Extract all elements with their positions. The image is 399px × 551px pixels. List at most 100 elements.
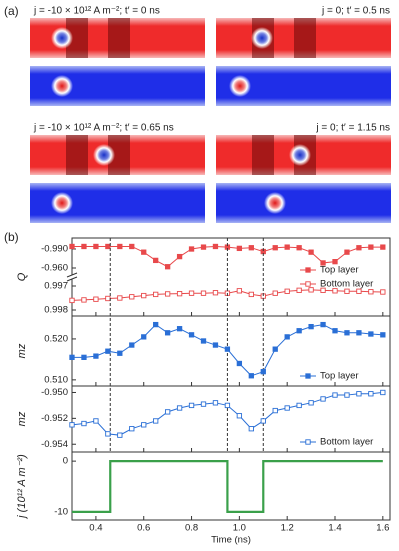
snapshot-label: j = 0; t′ = 0.5 ns xyxy=(321,6,390,17)
marker xyxy=(129,426,135,432)
marker xyxy=(69,422,75,428)
marker xyxy=(332,259,338,265)
marker xyxy=(332,288,338,294)
marker xyxy=(81,354,87,360)
y-tick-label: 0 xyxy=(63,456,68,467)
marker xyxy=(308,323,314,330)
marker xyxy=(212,400,219,406)
marker xyxy=(344,330,350,336)
marker xyxy=(164,330,171,336)
y-tick-label: 0.520 xyxy=(44,333,68,344)
marker xyxy=(236,360,243,367)
marker xyxy=(284,244,290,250)
marker xyxy=(141,249,147,255)
marker xyxy=(200,244,207,250)
marker xyxy=(260,369,266,375)
marker xyxy=(69,243,75,250)
marker xyxy=(69,354,75,360)
marker xyxy=(81,297,87,303)
x-tick-label: 0.8 xyxy=(185,523,198,534)
marker xyxy=(356,245,362,251)
y-tick-label: -0.960 xyxy=(41,263,68,274)
x-tick-label: 1.4 xyxy=(328,523,341,534)
marker xyxy=(200,338,207,344)
marker xyxy=(69,297,75,304)
marker xyxy=(153,321,159,328)
y-tick-label: 0.998 xyxy=(44,305,68,316)
marker xyxy=(105,348,111,354)
marker xyxy=(236,413,243,419)
legend-label: Bottom layer xyxy=(320,279,373,290)
marker xyxy=(188,332,195,338)
marker xyxy=(129,342,135,348)
x-tick-label: 0.6 xyxy=(137,523,150,534)
marker xyxy=(93,353,99,359)
y-tick-label: 0.510 xyxy=(44,374,68,385)
marker xyxy=(188,246,195,252)
y-tick-label: -0.952 xyxy=(41,413,68,424)
marker xyxy=(212,290,219,296)
marker xyxy=(320,321,326,328)
panel-label: (a) xyxy=(4,4,19,18)
marker xyxy=(368,289,374,295)
marker xyxy=(272,290,278,296)
marker xyxy=(320,287,326,293)
marker xyxy=(320,396,326,402)
marker xyxy=(176,291,183,297)
marker xyxy=(188,290,195,296)
y-axis-label: j (10¹² A m⁻²) xyxy=(16,454,28,520)
marker xyxy=(81,243,87,250)
y-axis-label: mz xyxy=(16,411,28,426)
plot-frame xyxy=(71,237,391,317)
marker xyxy=(356,288,362,294)
marker xyxy=(356,391,362,397)
x-axis-label: Time (ns) xyxy=(211,535,251,546)
x-tick-label: 0.4 xyxy=(89,523,102,534)
legend-label: Top layer xyxy=(320,265,359,276)
marker xyxy=(380,389,386,396)
marker xyxy=(164,264,171,270)
marker xyxy=(296,245,302,251)
axis-break xyxy=(66,272,78,278)
marker xyxy=(236,245,243,252)
marker xyxy=(308,287,314,293)
snapshot-label: j = 0; t′ = 1.15 ns xyxy=(315,123,390,134)
y-axis-label: mz xyxy=(16,343,28,358)
snapshot-images xyxy=(30,18,391,223)
marker xyxy=(320,260,326,266)
y-tick-label: -10 xyxy=(54,506,68,517)
marker xyxy=(356,330,362,336)
snapshot-label: j = -10 × 10¹² A m⁻²; t′ = 0 ns xyxy=(33,6,160,17)
marker xyxy=(248,373,254,379)
marker xyxy=(380,332,386,338)
marker xyxy=(129,243,135,250)
marker xyxy=(176,326,183,332)
y-tick-label: -0.954 xyxy=(41,439,68,450)
marker xyxy=(93,243,99,250)
marker xyxy=(164,291,171,297)
y-tick-label: 0.997 xyxy=(44,281,68,292)
marker xyxy=(332,328,338,334)
marker xyxy=(308,400,314,406)
marker xyxy=(117,350,123,356)
marker xyxy=(272,245,278,251)
marker xyxy=(141,422,147,428)
marker xyxy=(117,243,123,250)
y-tick-label: -0.950 xyxy=(41,387,68,398)
x-tick-label: 1.0 xyxy=(233,523,246,534)
marker xyxy=(344,392,350,398)
marker xyxy=(153,418,159,424)
marker xyxy=(164,409,171,415)
marker xyxy=(368,391,374,397)
marker xyxy=(153,257,159,264)
marker xyxy=(260,418,266,424)
legend-marker xyxy=(305,281,311,287)
marker xyxy=(141,292,147,299)
x-tick-label: 1.6 xyxy=(376,523,389,534)
marker xyxy=(248,426,254,432)
marker xyxy=(93,296,99,302)
panel-label: (b) xyxy=(4,230,19,244)
marker xyxy=(284,288,290,294)
marker xyxy=(308,249,314,255)
